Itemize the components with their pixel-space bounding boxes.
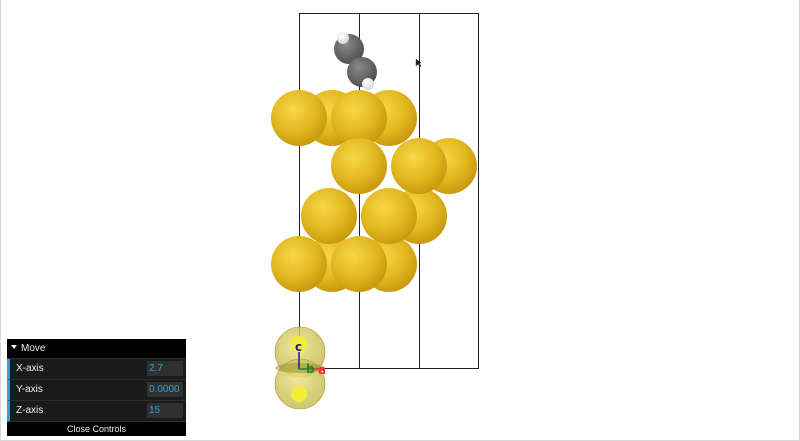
axis-b-label: b [306, 362, 315, 376]
x-axis-label: X-axis [16, 363, 44, 374]
axis-indicator: c b a [295, 340, 326, 377]
adsorbed-molecule [334, 32, 377, 90]
axis-c-label: c [295, 340, 302, 354]
y-axis-label: Y-axis [16, 384, 43, 395]
x-axis-input[interactable] [147, 361, 183, 376]
y-axis-row: Y-axis [7, 380, 186, 401]
gold-atoms-front [271, 90, 447, 292]
ghost-spheres [274, 326, 326, 410]
close-controls-button[interactable]: Close Controls [7, 422, 186, 436]
z-axis-input[interactable] [147, 403, 183, 418]
mouse-cursor [415, 58, 422, 68]
axis-a-label: a [318, 363, 326, 377]
z-axis-row: Z-axis [7, 401, 186, 422]
move-folder-toggle[interactable]: Move [7, 339, 186, 359]
y-axis-input[interactable] [147, 382, 183, 397]
folder-title: Move [21, 343, 46, 354]
move-controls-panel: Move X-axis Y-axis Z-axis Close Controls [7, 339, 186, 436]
x-axis-row: X-axis [7, 359, 186, 380]
caret-down-icon [11, 345, 17, 350]
z-axis-label: Z-axis [16, 405, 44, 416]
